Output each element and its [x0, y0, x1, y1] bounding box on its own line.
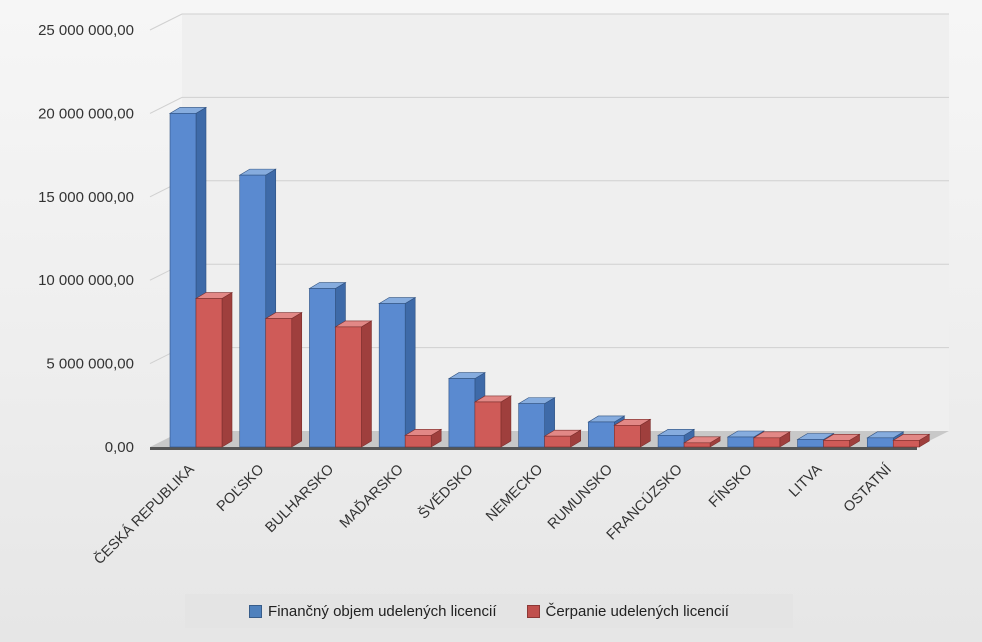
bar-front [753, 437, 781, 448]
chart-back-wall [182, 14, 949, 431]
y-tick-label: 25 000 000,00 [38, 22, 134, 39]
legend-label-series-2: Čerpanie udelených licencií [545, 602, 729, 620]
bar-front [378, 303, 406, 448]
x-tick-label: FÍNSKO [705, 461, 755, 511]
y-tick-label: 10 000 000,00 [38, 272, 134, 289]
bar [613, 418, 652, 448]
bar-front [195, 298, 223, 448]
legend-item-čerpanie: Čerpanie udelených licencií [526, 602, 729, 620]
bar-front [892, 440, 920, 448]
x-tick-label: POĽSKO [214, 462, 267, 515]
bars [168, 106, 931, 448]
bar-front [518, 403, 545, 448]
bar-front [588, 421, 615, 448]
bar-front [727, 436, 755, 448]
bar [404, 428, 443, 448]
x-tick-label: ČESKÁ REPUBLIKA [91, 461, 198, 568]
bar-front [239, 174, 267, 448]
bar-front [335, 326, 362, 448]
x-tick-label: OSTATNÍ [840, 461, 895, 516]
bar-front [474, 401, 502, 448]
legend-item-finančný-objem: Finančný objem udelených licencií [249, 602, 497, 620]
bar-front [544, 435, 571, 448]
legend-swatch-red [526, 604, 540, 618]
bar-side [221, 292, 233, 448]
x-tick-label: LITVA [786, 461, 825, 500]
y-tick-label: 5 000 000,00 [46, 356, 134, 373]
bar-side [404, 297, 416, 448]
legend-swatch-blue [249, 604, 263, 618]
bar [194, 292, 234, 448]
legend: Finančný objem udelených licencií Čerpan… [185, 594, 793, 628]
bar-side [291, 312, 303, 448]
bar-front [797, 439, 824, 448]
bar-front [657, 435, 685, 448]
bar [378, 297, 417, 448]
bar-front [169, 113, 197, 448]
x-tick-label: MAĎARSKO [336, 461, 407, 532]
bar-front [309, 288, 336, 448]
bar-front [823, 440, 850, 448]
bar-front [866, 437, 894, 448]
bar [683, 436, 722, 448]
bar [264, 312, 303, 448]
bar [543, 429, 582, 448]
bar-front [448, 378, 476, 448]
bar [473, 395, 512, 448]
bar [334, 320, 373, 448]
bar-front [614, 425, 641, 448]
bar [752, 431, 791, 448]
bar-front [404, 435, 432, 448]
bar [892, 433, 931, 448]
y-tick-label: 15 000 000,00 [38, 189, 134, 206]
gridline [149, 13, 949, 31]
bar-side [361, 320, 372, 448]
floor-edge [150, 447, 917, 450]
gridline [149, 96, 949, 114]
legend-label-series-1: Finančný objem udelených licencií [268, 602, 497, 620]
bar-side [500, 395, 512, 448]
back-wall-panel [182, 14, 949, 431]
y-tick-label: 0,00 [105, 439, 134, 456]
bar-front [683, 442, 711, 448]
bar [822, 433, 861, 448]
x-tick-label: RUMUNSKO [545, 462, 616, 533]
x-tick-label: NEMECKO [483, 462, 546, 525]
x-tick-label: ŠVÉDSKO [415, 461, 477, 523]
bar-front [265, 318, 293, 448]
y-axis-tick-labels: 0,00 5 000 000,00 10 000 000,00 15 000 000,… [38, 22, 134, 456]
x-tick-label: BULHARSKO [263, 462, 338, 537]
y-tick-label: 20 000 000,00 [38, 105, 134, 122]
